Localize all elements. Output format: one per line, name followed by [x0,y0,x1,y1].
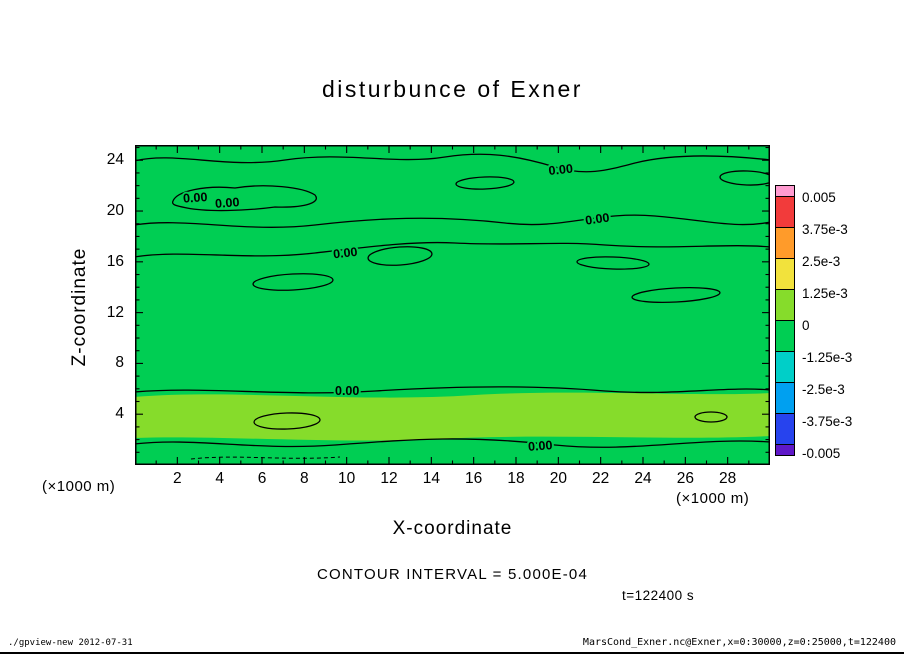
zero-contour-lines [135,153,770,460]
zero-contour-cell [253,412,321,430]
zero-contour-cell [252,273,334,291]
y-axis-unit: (×1000 m) [42,478,116,495]
colorbar-segment [775,227,795,259]
x-tick-label: 14 [422,470,440,487]
zero-contour-cell [367,246,433,266]
zero-contour-band-top [135,386,770,394]
colorbar-tick-label: -1.25e-3 [802,350,853,365]
window-bottom-border [0,652,904,654]
x-tick-label: 6 [257,470,267,487]
x-tick-label: 28 [719,470,737,487]
x-tick-label: 8 [300,470,309,487]
y-tick-label: 4 [115,405,124,423]
x-tick-label: 24 [634,470,652,487]
colorbar-segment [775,382,795,414]
x-tick-label: 12 [380,470,398,487]
zero-contour-band-bottom [135,438,770,448]
zero-contour-cell [576,256,650,270]
colorbar-tick-label: 0 [802,318,810,333]
zero-contour-cell [455,176,515,190]
contour-plot-svg: 0.00 0.00 0.00 0.00 0.00 0.00 0.00 [135,145,770,465]
colorbar-segment [775,351,795,383]
colorbar-tick-label: -3.75e-3 [802,414,853,429]
contour-label: 0.00 [584,210,610,227]
contour-interval-caption: CONTOUR INTERVAL = 5.000E-04 [316,566,589,583]
colorbar-segment [775,413,795,445]
x-tick-label: 16 [465,470,483,487]
colorbar-tick-label: -0.005 [802,446,841,461]
contour-line-labels: 0.00 0.00 0.00 0.00 0.00 0.00 0.00 [181,160,613,456]
contour-label: 0.00 [332,245,358,261]
colorbar-tick-label: 3.75e-3 [802,222,848,237]
x-tick-label: 10 [338,470,356,487]
y-tick-label: 20 [106,202,124,220]
negative-contour-dashed [190,456,341,460]
zero-contour-top [135,153,770,173]
colorbar-segment [775,289,795,321]
contour-label: 0.00 [335,384,359,398]
x-tick-label: 26 [676,470,694,487]
page-title: disturbunce of Exner [322,76,583,102]
zero-contour-mid1 [135,214,770,228]
axis-tick-marks [135,145,770,465]
y-tick-label: 24 [106,151,124,169]
colorbar-tick-label: 1.25e-3 [802,286,848,301]
y-tick-label: 16 [106,252,124,270]
x-tick-label: 18 [507,470,525,487]
zero-contour-cell [719,170,770,186]
contour-label: 0.00 [528,438,553,454]
colorbar-tick-label: -2.5e-3 [802,382,845,397]
colorbar-tick-label: 2.5e-3 [802,254,841,269]
colorbar-tick-label: 0.005 [802,190,836,205]
x-tick-label: 22 [592,470,610,487]
x-tick-label: 20 [549,470,567,487]
footer-file-info: MarsCond_Exner.nc@Exner,x=0:30000,z=0:25… [582,637,896,648]
x-axis-label: X-coordinate [392,518,513,539]
positive-band-region [135,392,770,441]
y-tick-label: 8 [115,354,124,372]
zero-contour-blob-topleft [171,185,317,212]
colorbar-segment [775,320,795,352]
contour-label: 0.00 [215,195,240,211]
contour-label: 0.00 [548,162,574,178]
time-annotation: t=122400 s [622,588,695,603]
x-tick-label: 2 [173,470,182,487]
zero-contour-mid2 [135,241,770,258]
y-tick-label: 12 [106,303,124,321]
footer-program-info: ./gpview-new 2012-07-31 [8,638,133,648]
zero-contour-cell [631,286,721,304]
x-tick-label: 4 [215,470,224,487]
colorbar-segment [775,196,795,228]
zero-contour-cell [694,411,728,423]
x-axis-unit: (×1000 m) [676,490,750,507]
colorbar-segment [775,258,795,290]
contour-label: 0.00 [183,190,208,206]
colorbar [775,185,795,456]
colorbar-segment [775,444,795,456]
